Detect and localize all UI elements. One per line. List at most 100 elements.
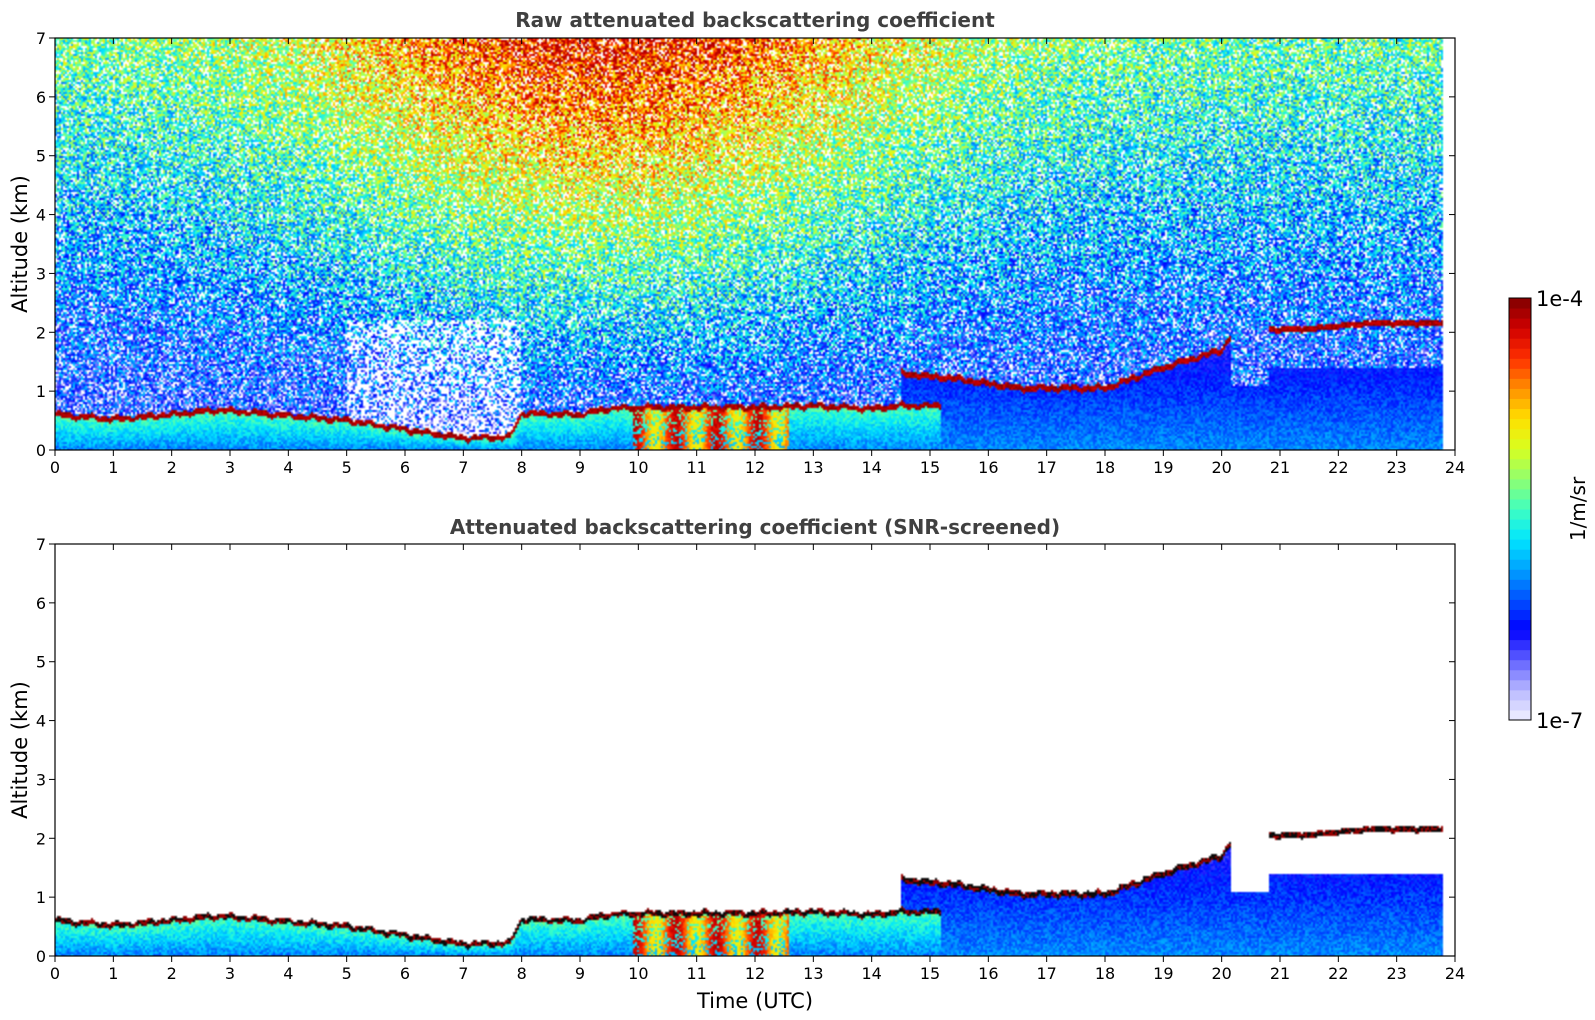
x-tick-label: 19	[1153, 964, 1173, 983]
colorbar-level	[1509, 398, 1531, 410]
colorbar-level	[1509, 418, 1531, 430]
colorbar-level	[1509, 659, 1531, 671]
colorbar-level	[1509, 579, 1531, 590]
colorbar-level	[1509, 368, 1531, 379]
y-tick-label: 0	[36, 441, 46, 460]
y-axis-label-screened: Altitude (km)	[8, 681, 32, 819]
x-tick-label: 10	[628, 458, 648, 477]
colorbar-level	[1509, 609, 1531, 621]
colorbar-level	[1509, 428, 1531, 440]
y-tick-label: 7	[36, 535, 46, 554]
colorbar-min-label: 1e-7	[1536, 709, 1583, 733]
y-tick-label: 3	[36, 770, 46, 789]
x-tick-label: 10	[628, 964, 648, 983]
panel-raw: Raw attenuated backscattering coefficien…	[8, 8, 1465, 477]
colorbar-level	[1509, 549, 1531, 560]
colorbar-level	[1509, 539, 1531, 550]
x-tick-label: 7	[458, 458, 468, 477]
colorbar-level	[1509, 519, 1531, 530]
x-tick-label: 6	[400, 964, 410, 983]
x-tick-label: 16	[978, 964, 998, 983]
x-tick-label: 18	[1095, 964, 1115, 983]
x-tick-label: 12	[745, 964, 765, 983]
y-tick-label: 2	[36, 829, 46, 848]
x-tick-label: 3	[225, 458, 235, 477]
x-tick-label: 11	[686, 458, 706, 477]
colorbar-level	[1509, 328, 1531, 339]
x-tick-label: 23	[1386, 964, 1406, 983]
panel-screened: Attenuated backscattering coefficient (S…	[8, 515, 1465, 1013]
x-tick-label: 15	[920, 964, 940, 983]
x-tick-label: 17	[1036, 458, 1056, 477]
x-tick-label: 23	[1386, 458, 1406, 477]
x-tick-label: 4	[283, 964, 293, 983]
y-tick-label: 5	[36, 653, 46, 672]
heatmap-raw	[55, 38, 1455, 450]
y-tick-label: 6	[36, 88, 46, 107]
y-tick-label: 1	[36, 888, 46, 907]
x-tick-label: 24	[1445, 458, 1465, 477]
colorbar-level	[1509, 488, 1531, 500]
heatmap-screened	[55, 544, 1455, 956]
x-tick-label: 22	[1328, 458, 1348, 477]
x-tick-label: 15	[920, 458, 940, 477]
x-tick-label: 8	[517, 964, 527, 983]
y-tick-label: 5	[36, 147, 46, 166]
colorbar-level	[1509, 639, 1531, 651]
x-tick-label: 9	[575, 458, 585, 477]
x-tick-label: 7	[458, 964, 468, 983]
x-tick-label: 20	[1211, 458, 1231, 477]
x-tick-label: 9	[575, 964, 585, 983]
y-ticks-raw: 0 1 2 3 4 5 6 7	[36, 29, 1455, 460]
y-tick-label: 0	[36, 947, 46, 966]
colorbar-unit-label: 1/m/sr	[1566, 476, 1590, 541]
x-ticks-screened: 0 1 2 3 4 5 6 7 8 9 10 11 12 13 14 15 16 17 18 19 20 21 22 23 24	[50, 544, 1465, 983]
chart-title-screened: Attenuated backscattering coefficient (S…	[450, 515, 1060, 539]
chart-title-raw: Raw attenuated backscattering coefficien…	[515, 8, 995, 32]
x-tick-label: 12	[745, 458, 765, 477]
colorbar-level	[1509, 348, 1531, 359]
y-tick-label: 4	[36, 206, 46, 225]
x-tick-label: 4	[283, 458, 293, 477]
x-tick-label: 18	[1095, 458, 1115, 477]
colorbar-level	[1509, 438, 1531, 450]
colorbar-level	[1509, 468, 1531, 480]
colorbar-level	[1509, 448, 1531, 460]
colorbar-gradient	[1509, 298, 1531, 721]
y-ticks-screened: 0 1 2 3 4 5 6 7	[36, 535, 1455, 966]
colorbar-frame	[1508, 297, 1532, 721]
x-tick-label: 24	[1445, 964, 1465, 983]
x-tick-label: 19	[1153, 458, 1173, 477]
colorbar-level	[1509, 669, 1531, 681]
x-tick-label: 14	[861, 458, 881, 477]
y-tick-label: 6	[36, 594, 46, 613]
colorbar-level	[1509, 529, 1531, 540]
x-axis-label: Time (UTC)	[696, 989, 813, 1013]
colorbar-level	[1509, 679, 1531, 691]
colorbar: 1e-4 1e-7 1/m/sr	[1508, 287, 1590, 733]
x-tick-label: 11	[686, 964, 706, 983]
colorbar-level	[1509, 569, 1531, 580]
colorbar-level	[1509, 478, 1531, 490]
x-tick-label: 1	[108, 458, 118, 477]
x-tick-label: 2	[167, 458, 177, 477]
x-tick-label: 21	[1270, 458, 1290, 477]
y-tick-label: 3	[36, 264, 46, 283]
colorbar-level	[1509, 308, 1531, 319]
colorbar-level	[1509, 709, 1531, 721]
x-tick-label: 13	[803, 964, 823, 983]
x-tick-label: 16	[978, 458, 998, 477]
y-tick-label: 7	[36, 29, 46, 48]
y-tick-label: 2	[36, 323, 46, 342]
colorbar-level	[1509, 298, 1531, 309]
x-ticks-raw: 0 1 2 3 4 5 6 7 8 9 10 11 12 13 14 15 16 17 18 19 20 21 22 23 24	[50, 38, 1465, 477]
colorbar-level	[1509, 619, 1531, 631]
colorbar-level	[1509, 378, 1531, 389]
x-tick-label: 0	[50, 964, 60, 983]
x-tick-label: 13	[803, 458, 823, 477]
x-tick-label: 5	[342, 964, 352, 983]
y-tick-label: 4	[36, 712, 46, 731]
x-tick-label: 0	[50, 458, 60, 477]
x-tick-label: 8	[517, 458, 527, 477]
